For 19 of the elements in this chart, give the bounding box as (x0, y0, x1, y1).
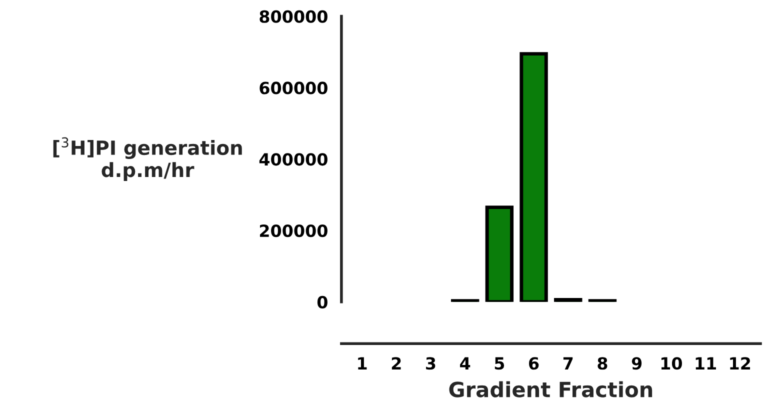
x-tick-label: 8 (598, 357, 608, 370)
x-tick-label: 5 (494, 357, 504, 370)
y-tick-label: 400000 (259, 153, 328, 166)
x-tick-label: 4 (460, 357, 470, 370)
x-tick-label: 10 (661, 357, 682, 370)
y-tick-label: 0 (317, 296, 328, 308)
x-tick-label: 2 (392, 357, 401, 370)
x-tick-label: 6 (529, 357, 539, 370)
x-tick-label: 7 (563, 357, 573, 370)
y-tick-label: 200000 (260, 224, 328, 238)
y-tick-label: 600000 (260, 82, 328, 94)
x-axis-title: Gradient Fraction (449, 381, 652, 398)
y-axis-title: [$^{3}$H]PI generation d.p.m/hr (53, 137, 242, 181)
x-tick-label: 12 (730, 357, 750, 370)
x-tick-label: 3 (426, 357, 436, 370)
x-tick-label: 1 (358, 357, 367, 370)
x-tick-label: 9 (632, 357, 642, 370)
x-tick-label: 11 (696, 357, 716, 370)
y-tick-label: 800000 (260, 10, 328, 23)
